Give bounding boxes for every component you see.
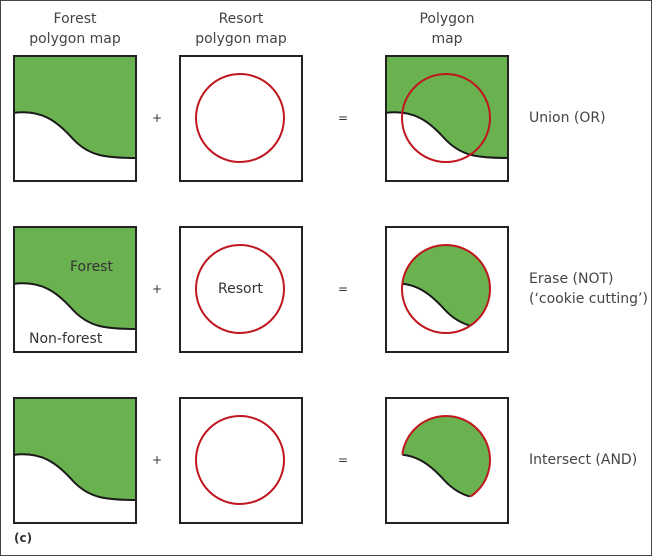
map-frame [385, 226, 509, 353]
forest-boundary [13, 111, 137, 159]
operation-label-erase: Erase (NOT) (‘cookie cutting’) [529, 269, 648, 309]
map-frame [385, 55, 509, 182]
operation-label-intersect: Intersect (AND) [529, 450, 637, 470]
forest-polygon [13, 226, 137, 329]
forest-polygon [385, 55, 509, 158]
plus-operator: + [151, 111, 163, 125]
forest-boundary [13, 453, 137, 501]
non-forest-label: Non-forest [29, 331, 103, 347]
map-frame [13, 226, 137, 353]
resort-map [179, 397, 303, 524]
operation-label-line: Erase (NOT) [529, 271, 614, 287]
equals-operator: = [337, 282, 349, 296]
equals-operator: = [337, 111, 349, 125]
resort-map [179, 55, 303, 182]
forest-map [13, 397, 137, 524]
result-map-intersect [385, 397, 509, 524]
forest-polygon [13, 397, 137, 500]
resort-polygon [401, 244, 491, 334]
operation-label-union: Union (OR) [529, 108, 606, 128]
resort-map [179, 226, 303, 353]
header-line: map [431, 31, 463, 47]
plus-operator: + [151, 453, 163, 467]
header-line: polygon map [195, 31, 287, 47]
panel-tag: (c) [14, 531, 33, 545]
result-map-union [385, 55, 509, 182]
header-line: Resort [218, 11, 264, 27]
map-frame [13, 55, 137, 182]
header-resort-map: Resort polygon map [161, 9, 321, 49]
operation-label-line: Intersect (AND) [529, 452, 638, 468]
forest-boundary [385, 111, 509, 159]
header-line: Forest [53, 11, 97, 27]
operation-label-line: (‘cookie cutting’) [529, 291, 648, 307]
resort-polygon [195, 73, 285, 163]
resort-polygon [195, 415, 285, 505]
plus-operator: + [151, 282, 163, 296]
map-frame [179, 55, 303, 182]
map-frame [179, 226, 303, 353]
header-forest-map: Forest polygon map [1, 9, 155, 49]
resort-polygon [401, 73, 491, 163]
forest-map [13, 55, 137, 182]
result-map-erase [385, 226, 509, 353]
equals-operator: = [337, 453, 349, 467]
header-result-map: Polygon map [367, 9, 527, 49]
forest-polygon [13, 55, 137, 158]
forest-map [13, 226, 137, 353]
map-frame [13, 397, 137, 524]
header-line: Polygon [419, 11, 475, 27]
map-frame [385, 397, 509, 524]
resort-polygon [195, 244, 285, 334]
forest-label: Forest [70, 259, 113, 275]
resort-label: Resort [218, 281, 263, 297]
header-line: polygon map [29, 31, 121, 47]
forest-boundary [13, 282, 137, 330]
operation-label-line: Union (OR) [529, 110, 606, 126]
map-frame [179, 397, 303, 524]
